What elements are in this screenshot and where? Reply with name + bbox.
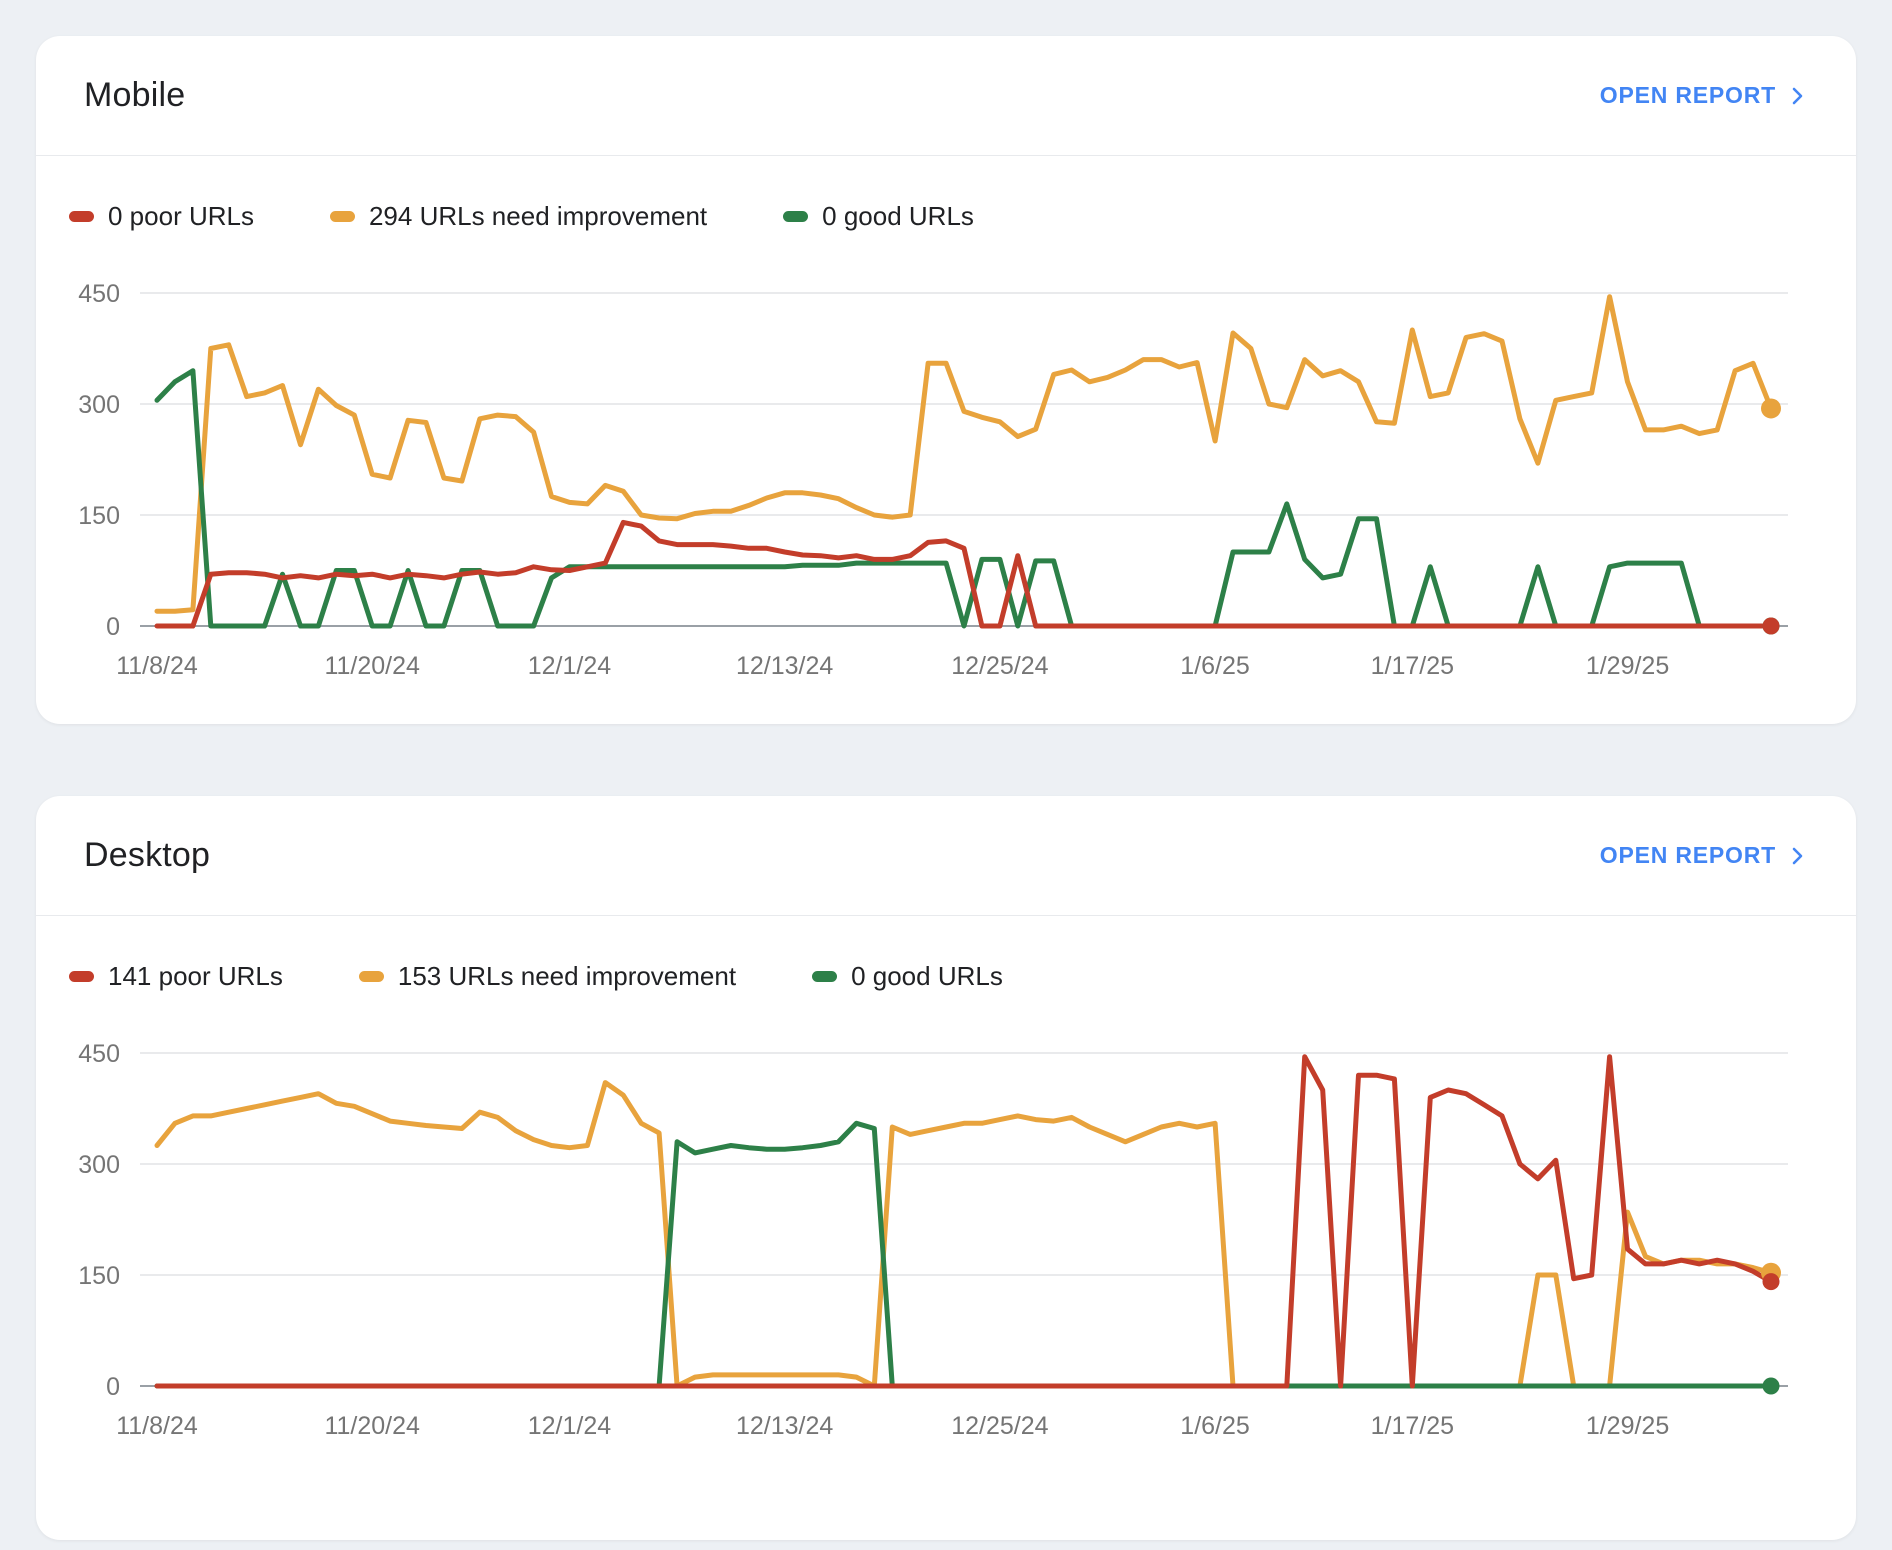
- legend-item-poor: 0 poor URLs: [69, 201, 254, 232]
- desktop-card: Desktop OPEN REPORT 141 poor URLs 153 UR…: [36, 796, 1856, 1540]
- good-legend-label: 0 good URLs: [822, 200, 974, 231]
- good-legend-chip: [812, 970, 838, 982]
- need-improvement-legend-label: 294 URLs need improvement: [368, 200, 708, 231]
- card-divider: [36, 155, 1856, 156]
- x-tick-label: 1/29/25: [1586, 652, 1669, 680]
- mobile-open-report-link[interactable]: OPEN REPORT: [1600, 82, 1808, 109]
- mobile-card-header: Mobile OPEN REPORT: [36, 36, 1856, 155]
- desktop-chart-wrap: 0 150 300 450 11/8/24 11/20/24 12/1/24 12/13/24…: [36, 1006, 1856, 1466]
- need-improvement-legend-chip: [358, 970, 384, 982]
- need-improvement-legend-label: 153 URLs need improvement: [397, 960, 737, 991]
- x-tick-label: 12/1/24: [528, 1412, 612, 1440]
- x-tick-label: 1/17/25: [1371, 652, 1454, 680]
- poor-urls-endpoint-dot: [1762, 1273, 1780, 1291]
- poor-legend-label: 0 poor URLs: [108, 200, 254, 231]
- card-divider: [36, 915, 1856, 916]
- x-tick-label: 11/20/24: [324, 652, 420, 680]
- good-legend-label: 0 good URLs: [851, 960, 1003, 991]
- mobile-card: Mobile OPEN REPORT 0 poor URLs 294 URLs …: [36, 36, 1856, 724]
- open-report-label: OPEN REPORT: [1599, 842, 1776, 868]
- poor-legend-chip: [69, 970, 94, 982]
- poor-legend-label: 141 poor URLs: [108, 960, 283, 991]
- good-legend-chip: [783, 210, 809, 222]
- y-tick-label: 0: [106, 1373, 120, 1401]
- chevron-right-icon: [1786, 845, 1808, 867]
- desktop-cwv-line-chart[interactable]: 0 150 300 450 11/8/24 11/20/24 12/1/24 12/13/24…: [36, 1006, 1856, 1466]
- urls-need-improvement-line: [154, 1080, 1774, 1389]
- x-tick-label: 1/6/25: [1180, 1412, 1250, 1440]
- desktop-open-report-link[interactable]: OPEN REPORT: [1600, 842, 1808, 869]
- good-urls-line: [154, 1120, 1774, 1389]
- poor-urls-endpoint-dot: [1762, 617, 1780, 635]
- poor-legend-chip: [69, 210, 94, 222]
- desktop-card-title: Desktop: [84, 836, 211, 874]
- need-improvement-legend-chip: [329, 210, 355, 222]
- y-tick-label: 450: [78, 1040, 120, 1068]
- y-tick-label: 150: [78, 502, 120, 530]
- urls-need-improvement-endpoint-dot: [1761, 398, 1781, 419]
- mobile-card-title: Mobile: [84, 76, 186, 114]
- mobile-legend: 0 poor URLs 294 URLs need improvement 0 …: [36, 200, 1856, 232]
- x-tick-label: 11/8/24: [116, 652, 198, 680]
- x-tick-label: 11/8/24: [116, 1412, 198, 1440]
- chevron-right-icon: [1786, 85, 1808, 107]
- y-tick-label: 0: [106, 613, 120, 641]
- legend-item-need-improvement: 294 URLs need improvement: [329, 200, 708, 232]
- y-tick-label: 300: [78, 391, 120, 419]
- x-tick-label: 11/20/24: [324, 1412, 420, 1440]
- x-tick-label: 12/25/24: [951, 1412, 1048, 1440]
- y-tick-label: 450: [78, 280, 120, 308]
- poor-urls-line: [154, 519, 1774, 629]
- good-urls-endpoint-dot: [1762, 1377, 1780, 1395]
- x-tick-label: 1/29/25: [1586, 1412, 1669, 1440]
- y-tick-label: 150: [78, 1262, 120, 1290]
- x-tick-label: 1/6/25: [1180, 652, 1250, 680]
- mobile-chart-wrap: 0 150 300 450 11/8/24 11/20/24 12/1/24 12/13/24…: [36, 246, 1856, 706]
- x-tick-label: 12/25/24: [951, 652, 1048, 680]
- poor-urls-line: [154, 1054, 1774, 1389]
- desktop-legend: 141 poor URLs 153 URLs need improvement …: [36, 960, 1856, 992]
- x-tick-label: 1/17/25: [1371, 1412, 1454, 1440]
- legend-item-good: 0 good URLs: [812, 961, 1003, 992]
- legend-item-good: 0 good URLs: [783, 201, 974, 232]
- legend-item-poor: 141 poor URLs: [69, 961, 283, 992]
- x-tick-label: 12/1/24: [528, 652, 612, 680]
- urls-need-improvement-line: [154, 294, 1774, 614]
- x-tick-label: 12/13/24: [736, 652, 833, 680]
- x-tick-label: 12/13/24: [736, 1412, 833, 1440]
- legend-item-need-improvement: 153 URLs need improvement: [358, 960, 737, 992]
- mobile-cwv-line-chart[interactable]: 0 150 300 450 11/8/24 11/20/24 12/1/24 12/13/24…: [36, 246, 1856, 706]
- y-tick-label: 300: [78, 1151, 120, 1179]
- open-report-label: OPEN REPORT: [1599, 82, 1776, 108]
- desktop-card-header: Desktop OPEN REPORT: [36, 796, 1856, 915]
